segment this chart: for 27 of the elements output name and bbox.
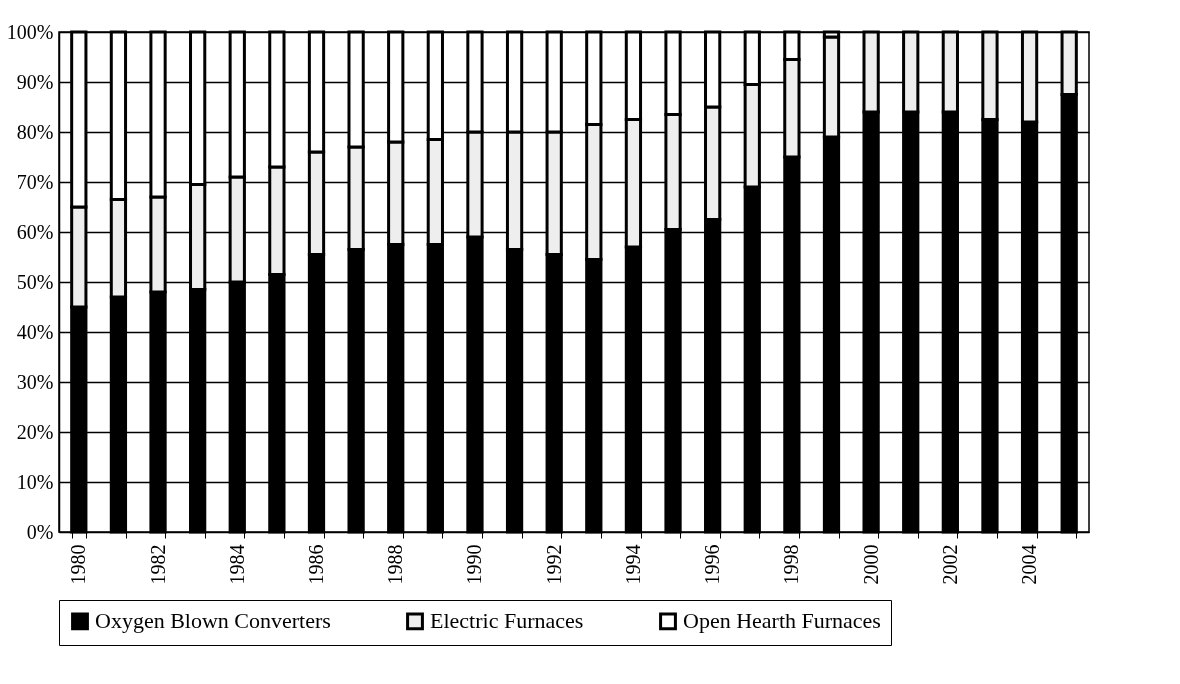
x-tick-label: 1986 bbox=[305, 544, 327, 585]
x-tick-label: 1982 bbox=[146, 544, 169, 585]
x-tick-label: 1996 bbox=[701, 544, 724, 585]
y-tick-label: 50% bbox=[16, 270, 54, 293]
y-tick-label: 90% bbox=[16, 70, 54, 93]
x-tick-label: 2004 bbox=[1018, 544, 1041, 585]
y-tick-label: 100% bbox=[6, 20, 54, 43]
x-tick-label: 1984 bbox=[225, 544, 248, 585]
y-tick-label: 60% bbox=[16, 220, 54, 243]
x-tick-label: 1992 bbox=[542, 544, 565, 585]
x-tick-label: 1998 bbox=[780, 544, 803, 585]
x-tick-label: 1988 bbox=[384, 544, 407, 585]
y-tick-label: 40% bbox=[16, 320, 54, 343]
x-tick-label: 2000 bbox=[859, 544, 882, 585]
legend-label: Oxygen Blown Converters bbox=[95, 608, 331, 634]
x-tick-label: 2002 bbox=[938, 544, 961, 585]
y-tick-label: 80% bbox=[16, 120, 54, 143]
legend-label: Open Hearth Furnaces bbox=[683, 608, 881, 634]
y-tick-label: 0% bbox=[26, 520, 54, 543]
y-tick-label: 10% bbox=[16, 470, 54, 493]
y-tick-label: 30% bbox=[16, 370, 54, 393]
legend-label: Electric Furnaces bbox=[430, 608, 584, 634]
x-tick-label: 1980 bbox=[67, 544, 90, 585]
x-tick-label: 1990 bbox=[463, 544, 486, 585]
x-tick-label: 1994 bbox=[621, 544, 644, 585]
y-tick-label: 70% bbox=[16, 170, 54, 193]
y-tick-label: 20% bbox=[16, 420, 54, 443]
